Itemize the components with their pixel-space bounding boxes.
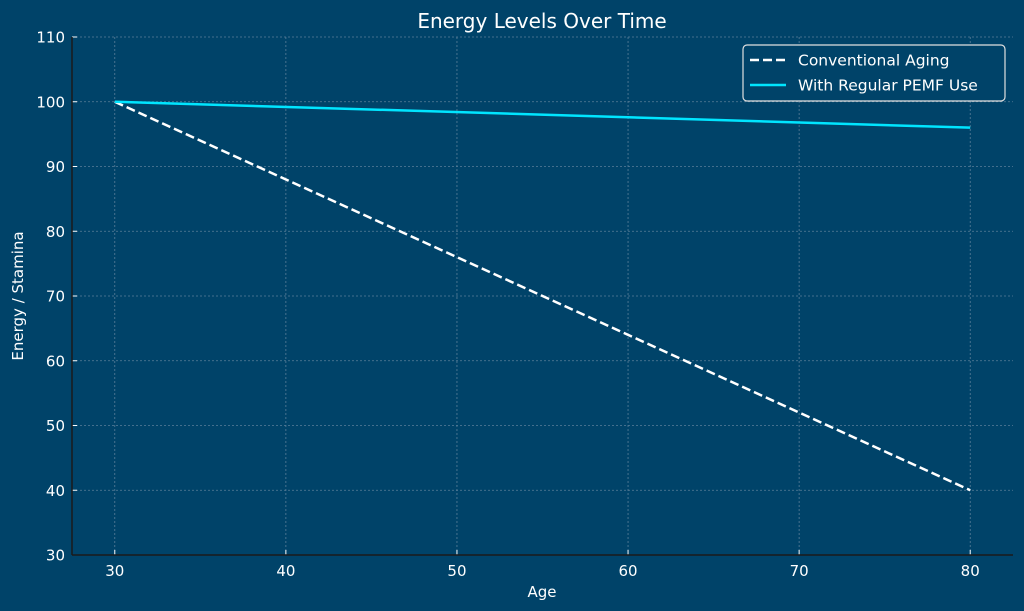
legend: Conventional Aging With Regular PEMF Use [742,44,1006,102]
x-tick-label: 80 [961,562,980,580]
x-tick-label: 40 [276,562,295,580]
y-tick-label: 70 [46,288,65,306]
x-tick-label: 50 [447,562,466,580]
grid-lines [72,36,1013,555]
legend-label-conventional: Conventional Aging [798,52,950,70]
x-tick-label: 30 [105,562,124,580]
series-line-conventional-aging [114,100,971,492]
y-tick-label: 110 [36,29,65,47]
chart-title: Energy Levels Over Time [417,9,666,33]
x-tick-label: 70 [790,562,809,580]
y-tick-label: 60 [46,352,65,370]
y-tick-label: 100 [36,93,65,111]
legend-box [742,44,1006,102]
legend-label-pemf: With Regular PEMF Use [798,77,978,95]
y-tick-label: 40 [46,482,65,500]
x-axis-label: Age [527,583,556,601]
series-lines [114,100,971,492]
series-line-pemf-use [114,100,971,129]
y-tick-label: 50 [46,417,65,435]
y-tick-label: 80 [46,223,65,241]
y-axis-label: Energy / Stamina [9,231,27,360]
axes [71,36,1013,556]
x-tick-label: 60 [618,562,637,580]
y-tick-label: 90 [46,158,65,176]
y-tick-label: 30 [46,547,65,565]
tick-labels: 30 40 50 60 70 80 30 40 50 60 70 80 90 100 110 [36,29,979,581]
